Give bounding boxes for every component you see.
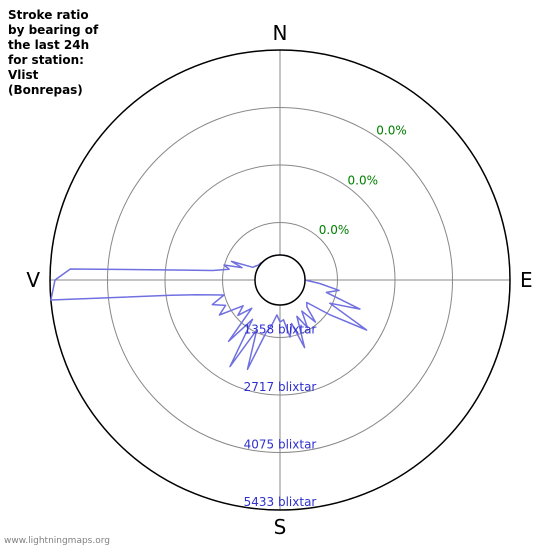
svg-text:0.0%: 0.0% (376, 124, 407, 138)
svg-text:0.0%: 0.0% (319, 223, 350, 237)
svg-text:2717 blixtar: 2717 blixtar (244, 380, 317, 394)
pct-labels: 0.0% 0.0% 0.0% (319, 124, 407, 238)
compass-s: S (274, 515, 287, 539)
svg-text:5433 blixtar: 5433 blixtar (244, 495, 317, 509)
compass-w: V (26, 268, 40, 292)
svg-text:1358 blixtar: 1358 blixtar (244, 323, 317, 337)
stroke-rose (51, 255, 367, 369)
compass-e: E (520, 268, 533, 292)
compass-n: N (273, 21, 288, 45)
chart-title: Stroke ratio by bearing of the last 24h … (8, 8, 98, 98)
center-hole (255, 255, 305, 305)
svg-text:0.0%: 0.0% (348, 173, 379, 187)
footer-credit: www.lightningmaps.org (4, 536, 110, 546)
svg-text:4075 blixtar: 4075 blixtar (244, 438, 317, 452)
